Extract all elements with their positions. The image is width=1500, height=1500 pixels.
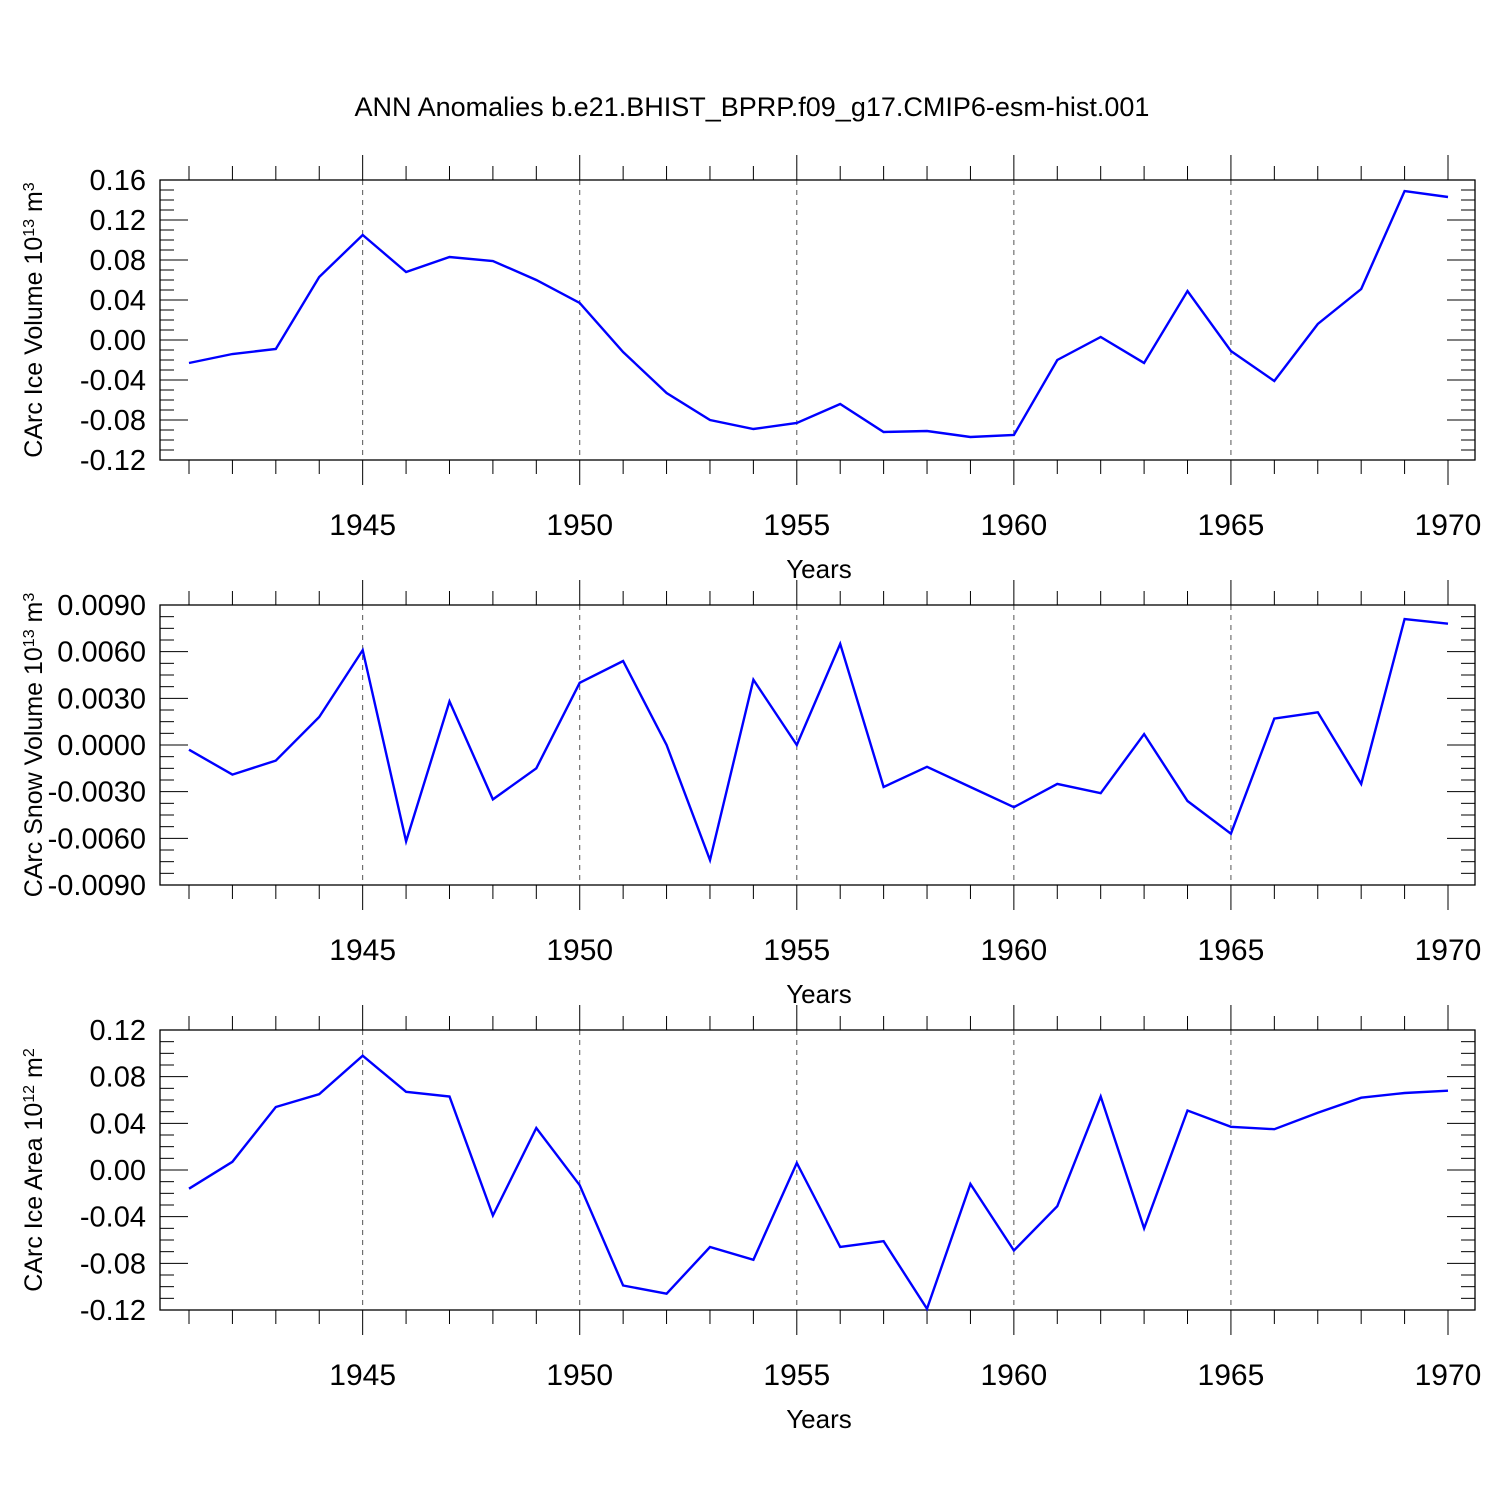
plot-frame-ice-volume bbox=[159, 179, 1476, 461]
x-tick-label-ice-volume-5: 1970 bbox=[1415, 509, 1482, 542]
x-tick-label-ice-area-3: 1960 bbox=[980, 1359, 1047, 1392]
y-tick-label-snow-volume-3: 0.0000 bbox=[57, 730, 146, 762]
y-axis-label-exponent: 13 bbox=[21, 629, 38, 647]
y-axis-label-unit-exponent: 2 bbox=[21, 1048, 38, 1057]
y-tick-label-snow-volume-2: 0.0030 bbox=[57, 683, 146, 715]
y-tick-label-ice-volume-7: -0.12 bbox=[80, 445, 146, 477]
series-line-ice-area bbox=[188, 1054, 1449, 1312]
x-tick-label-ice-area-1: 1950 bbox=[546, 1359, 613, 1392]
y-axis-label-unit: m bbox=[20, 602, 48, 630]
y-tick-label-ice-area-1: 0.08 bbox=[90, 1062, 146, 1094]
y-tick-label-ice-area-6: -0.12 bbox=[80, 1295, 146, 1327]
y-tick-label-ice-volume-4: 0.00 bbox=[90, 325, 146, 357]
y-tick-label-ice-area-2: 0.04 bbox=[90, 1108, 146, 1140]
y-axis-label-unit: m bbox=[20, 1057, 48, 1085]
y-tick-label-ice-volume-2: 0.08 bbox=[90, 245, 146, 277]
y-axis-label-snow-volume: CArc Snow Volume 1013 m3 bbox=[20, 593, 48, 898]
x-axis-label-ice-volume: Years bbox=[786, 554, 852, 584]
x-tick-label-ice-area-5: 1970 bbox=[1415, 1359, 1482, 1392]
y-axis-label-ice-area: CArc Ice Area 1012 m2 bbox=[20, 1048, 48, 1292]
y-axis-label-unit-exponent: 3 bbox=[21, 593, 38, 602]
x-tick-label-ice-volume-3: 1960 bbox=[980, 509, 1047, 542]
y-tick-label-snow-volume-4: -0.0030 bbox=[48, 777, 146, 809]
y-tick-label-ice-volume-3: 0.04 bbox=[90, 285, 146, 317]
series-line-ice-volume bbox=[188, 189, 1449, 439]
y-tick-label-ice-volume-5: -0.04 bbox=[80, 365, 146, 397]
y-tick-label-ice-volume-1: 0.12 bbox=[90, 205, 146, 237]
y-axis-label-ice-volume: CArc Ice Volume 1013 m3 bbox=[20, 182, 48, 458]
y-tick-label-ice-volume-6: -0.08 bbox=[80, 405, 146, 437]
y-axis-label-text: CArc Ice Volume 10 bbox=[20, 237, 48, 458]
y-tick-label-snow-volume-6: -0.0090 bbox=[48, 870, 146, 902]
x-tick-label-snow-volume-4: 1965 bbox=[1198, 934, 1265, 967]
x-tick-label-ice-volume-4: 1965 bbox=[1198, 509, 1265, 542]
series-line-snow-volume bbox=[188, 617, 1449, 865]
x-tick-label-snow-volume-2: 1955 bbox=[763, 934, 830, 967]
x-tick-label-ice-volume-1: 1950 bbox=[546, 509, 613, 542]
y-tick-label-snow-volume-0: 0.0090 bbox=[57, 590, 146, 622]
y-axis-label-text: CArc Ice Area 10 bbox=[20, 1103, 48, 1292]
plot-frame-snow-volume bbox=[159, 604, 1476, 886]
x-axis-label-ice-area: Years bbox=[786, 1404, 852, 1434]
x-tick-label-snow-volume-5: 1970 bbox=[1415, 934, 1482, 967]
y-axis-label-exponent: 12 bbox=[21, 1085, 38, 1103]
y-tick-label-snow-volume-1: 0.0060 bbox=[57, 637, 146, 669]
figure-title: ANN Anomalies b.e21.BHIST_BPRP.f09_g17.C… bbox=[355, 92, 1150, 122]
y-tick-label-ice-area-4: -0.04 bbox=[80, 1202, 146, 1234]
x-tick-label-snow-volume-0: 1945 bbox=[329, 934, 396, 967]
y-axis-label-text: CArc Snow Volume 10 bbox=[20, 647, 48, 897]
y-tick-label-ice-volume-0: 0.16 bbox=[90, 165, 146, 197]
x-tick-label-snow-volume-3: 1960 bbox=[980, 934, 1047, 967]
panel-snow-volume: 0.0090 0.0060 0.0030 0.0000 -0.0030 -0.0060 -0… bbox=[20, 580, 1481, 1009]
y-tick-label-ice-area-0: 0.12 bbox=[90, 1015, 146, 1047]
y-axis-label-unit-exponent: 3 bbox=[21, 182, 38, 191]
panel-ice-area: 0.12 0.08 0.04 0.00 -0.04 -0.08 -0.12 1945 1950 1… bbox=[20, 1005, 1481, 1434]
x-tick-label-ice-area-0: 1945 bbox=[329, 1359, 396, 1392]
x-tick-label-ice-volume-2: 1955 bbox=[763, 509, 830, 542]
y-axis-label-exponent: 13 bbox=[21, 219, 38, 237]
y-tick-label-snow-volume-5: -0.0060 bbox=[48, 823, 146, 855]
x-tick-label-ice-volume-0: 1945 bbox=[329, 509, 396, 542]
x-tick-label-ice-area-4: 1965 bbox=[1198, 1359, 1265, 1392]
y-tick-label-ice-area-5: -0.08 bbox=[80, 1248, 146, 1280]
x-tick-label-snow-volume-1: 1950 bbox=[546, 934, 613, 967]
plot-frame-ice-area bbox=[159, 1029, 1476, 1311]
x-tick-label-ice-area-2: 1955 bbox=[763, 1359, 830, 1392]
y-tick-label-ice-area-3: 0.00 bbox=[90, 1155, 146, 1187]
x-axis-label-snow-volume: Years bbox=[786, 979, 852, 1009]
panel-ice-volume: 0.16 0.12 0.08 0.04 0.00 -0.04 -0.08 -0.12 1945 1… bbox=[20, 155, 1481, 584]
y-axis-label-unit: m bbox=[20, 191, 48, 219]
